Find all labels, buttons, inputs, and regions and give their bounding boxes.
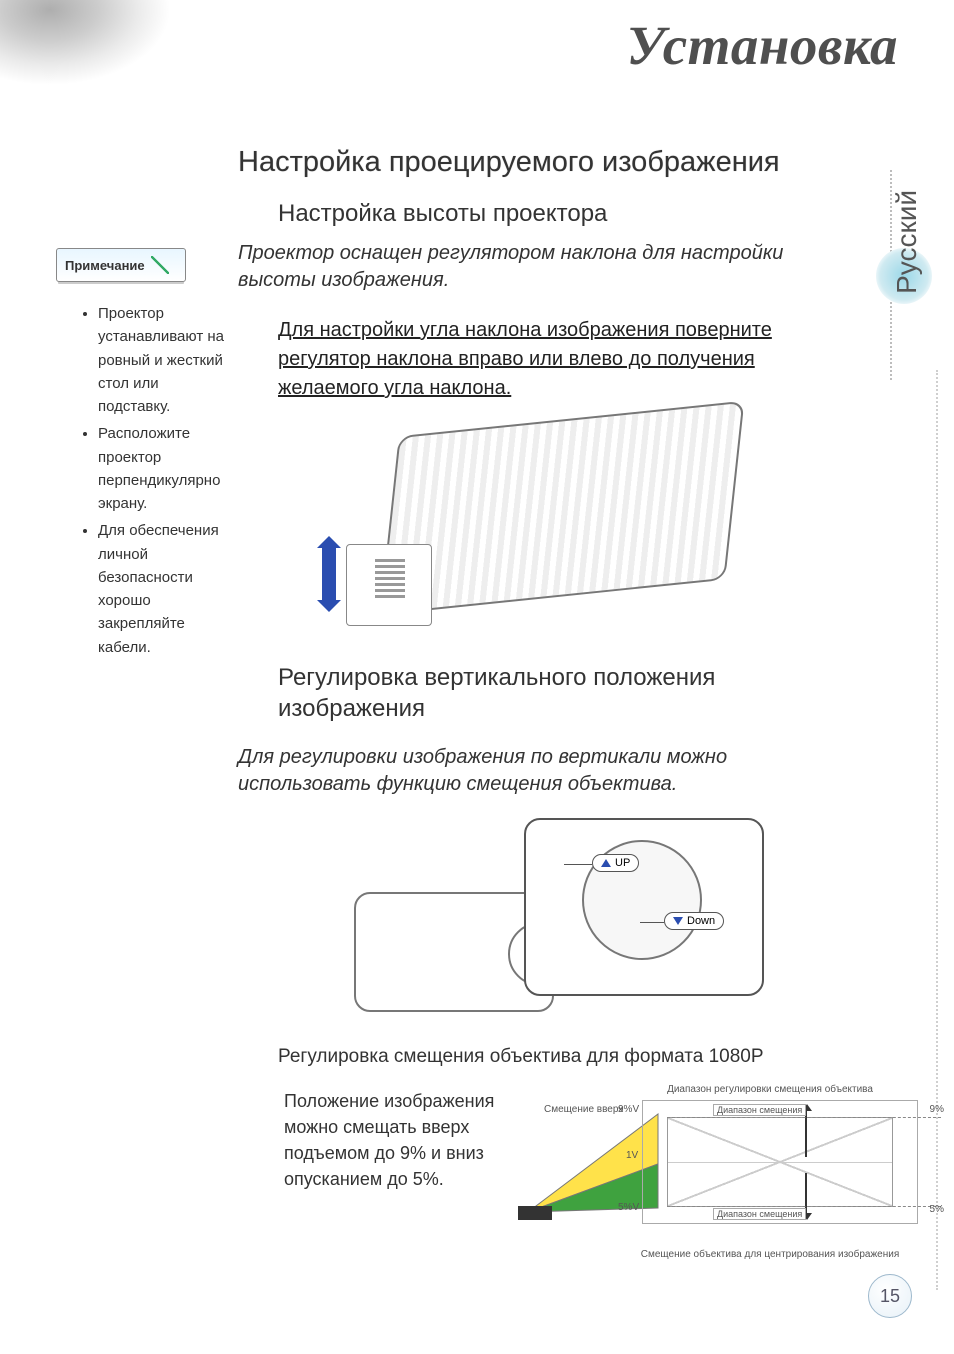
up-pill: UP	[592, 854, 639, 872]
instruction-underlined: Для настройки угла наклона изображения п…	[278, 316, 818, 403]
diagram-shift-up: Смещение вверх	[544, 1104, 623, 1115]
body-shift-range: Положение изображения можно смещать ввер…	[284, 1088, 502, 1192]
language-label: Русский	[891, 190, 923, 294]
subheading-height: Настройка высоты проектора	[278, 200, 607, 228]
page-number: 15	[868, 1274, 912, 1318]
intro-height: Проектор оснащен регулятором наклона для…	[238, 240, 808, 294]
lens-art	[0, 0, 260, 110]
section-title: Установка	[627, 14, 899, 77]
diagram-footer: Смещение объектива для центрирования изо…	[620, 1249, 920, 1260]
diagram-axis: Диапазон смещения Диапазон смещения	[642, 1100, 918, 1224]
down-pill: Down	[664, 912, 724, 930]
note-item: Проектор устанавливают на ровный и жестк…	[98, 302, 234, 418]
diagram-r-top: 9%	[930, 1104, 944, 1115]
note-list: Проектор устанавливают на ровный и жестк…	[84, 302, 234, 663]
page-heading: Настройка проецируемого изображения	[238, 146, 780, 179]
triangle-down-icon	[673, 917, 683, 925]
diagram-band-top: Диапазон смещения	[713, 1104, 806, 1116]
diagram-title: Диапазон регулировки смещения объектива	[640, 1084, 900, 1095]
language-tab: Русский	[878, 190, 936, 294]
diagram-r-bot: 5%	[930, 1204, 944, 1215]
diagram-band-bot: Диапазон смещения	[713, 1208, 806, 1220]
note-label: Примечание	[65, 258, 145, 273]
diagram-v-mid: 1V	[626, 1150, 638, 1161]
lens-shift-diagram: Диапазон регулировки смещения объектива …	[510, 1084, 922, 1244]
subheading-vertical: Регулировка вертикального положения изоб…	[278, 662, 798, 724]
diagram-cone	[510, 1108, 660, 1216]
note-item: Расположите проектор перпендикулярно экр…	[98, 422, 234, 515]
figure-tilt-adjust	[302, 408, 750, 630]
caption-1080p: Регулировка смещения объектива для форма…	[278, 1046, 764, 1068]
diagram-v-top: 9%V	[618, 1104, 639, 1115]
figure-lens-shift: UP Down	[354, 818, 764, 1026]
note-tab: Примечание	[56, 248, 186, 282]
intro-vertical: Для регулировки изображения по вертикали…	[238, 744, 808, 798]
updown-arrow-icon	[322, 546, 336, 602]
triangle-up-icon	[601, 859, 611, 867]
note-item: Для обеспечения личной безопасности хоро…	[98, 519, 234, 659]
pencil-icon	[151, 256, 169, 274]
diagram-v-bot: 5%V	[618, 1202, 639, 1213]
right-dotted-rule	[936, 370, 938, 1290]
